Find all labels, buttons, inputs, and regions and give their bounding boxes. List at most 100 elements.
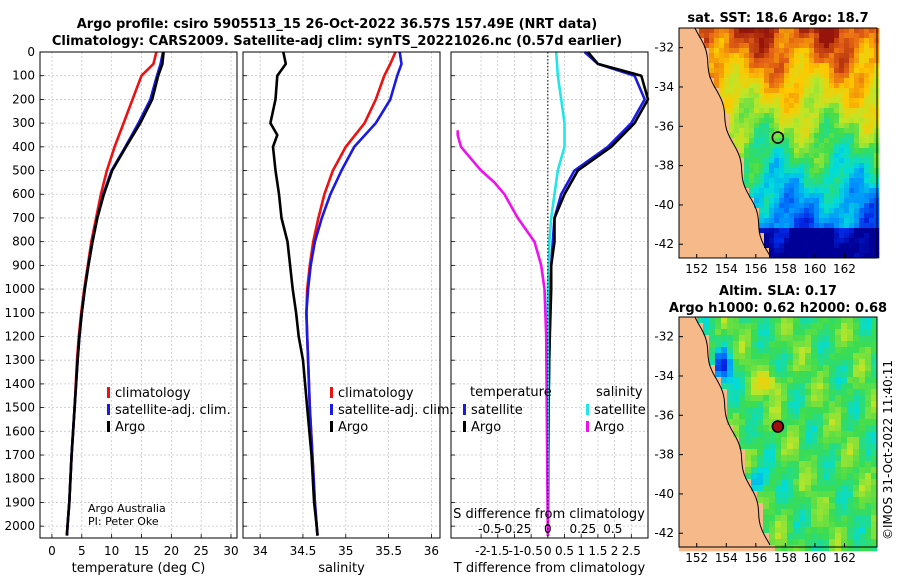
map-cell <box>724 88 730 94</box>
map-cell <box>787 443 794 450</box>
map-cell <box>727 467 734 474</box>
map-cell <box>847 347 854 354</box>
map-cell <box>684 78 690 84</box>
map-cell <box>729 68 735 74</box>
map-cell <box>684 173 690 179</box>
map-cell <box>793 473 800 480</box>
map-cell <box>749 113 755 119</box>
map-cell <box>809 183 815 189</box>
map-cell <box>699 203 705 209</box>
map-cell <box>809 53 815 59</box>
map-cell <box>804 88 810 94</box>
map-cell <box>849 158 855 164</box>
map-cell <box>679 178 685 184</box>
map-cell <box>727 461 734 468</box>
legend-entry: Argo <box>338 420 368 435</box>
map-cell <box>829 233 835 239</box>
map-cell <box>819 188 825 194</box>
map-cell <box>739 158 745 164</box>
map-cell <box>864 143 870 149</box>
map-cell <box>774 113 780 119</box>
map-cell <box>729 103 735 109</box>
map-cell <box>869 158 875 164</box>
map-cell <box>727 335 734 342</box>
map-cell <box>724 63 730 69</box>
map-cell <box>859 243 865 249</box>
map-cell <box>839 158 845 164</box>
map-cell <box>869 68 875 74</box>
map-cell <box>721 377 728 384</box>
map-cell <box>799 178 805 184</box>
map-cell <box>799 198 805 204</box>
map-cell <box>794 113 800 119</box>
map-cell <box>823 383 830 390</box>
map-cell <box>799 123 805 129</box>
map-cell <box>691 353 698 360</box>
map-cell <box>685 341 692 348</box>
map-cell <box>714 113 720 119</box>
map-cell <box>724 138 730 144</box>
map-cell <box>849 223 855 229</box>
map-cell <box>733 389 740 396</box>
map-cell <box>859 413 866 420</box>
map-cell <box>744 73 750 79</box>
map-cell <box>849 108 855 114</box>
map-cell <box>864 88 870 94</box>
map-cell <box>685 431 692 438</box>
map-cell <box>719 123 725 129</box>
map-cell <box>757 539 764 546</box>
map-cell <box>805 473 812 480</box>
map-cell <box>847 377 854 384</box>
map-cell <box>739 419 746 426</box>
map-cell <box>704 63 710 69</box>
map-cell <box>784 48 790 54</box>
map-cell <box>789 148 795 154</box>
map-cell <box>869 248 875 254</box>
map-cell <box>769 173 775 179</box>
map-cell <box>847 407 854 414</box>
map-cell <box>804 153 810 159</box>
map-cell <box>751 461 758 468</box>
map-cell <box>699 128 705 134</box>
map-cell <box>744 178 750 184</box>
legend-entry: climatology <box>115 386 191 401</box>
map-cell <box>704 253 710 259</box>
map-cell <box>754 228 760 234</box>
map-cell <box>847 359 854 366</box>
map-cell <box>841 473 848 480</box>
map-cell <box>819 143 825 149</box>
map-cell <box>835 383 842 390</box>
map-cell <box>727 533 734 540</box>
map-cell <box>691 377 698 384</box>
map-cell <box>684 158 690 164</box>
map-cell <box>804 138 810 144</box>
map-cell <box>691 347 698 354</box>
map-cell <box>719 93 725 99</box>
map-cell <box>834 183 840 189</box>
map-cell <box>794 213 800 219</box>
map-cell <box>823 527 830 534</box>
map-cell <box>811 317 818 324</box>
map-cell <box>744 173 750 179</box>
map-cell <box>703 515 710 522</box>
map-cell <box>789 33 795 39</box>
map-cell <box>839 153 845 159</box>
map-cell <box>814 53 820 59</box>
map-cell <box>724 93 730 99</box>
map-cell <box>754 98 760 104</box>
map-cell <box>679 371 686 378</box>
x-axis-label: T difference from climatology <box>453 561 646 576</box>
map-cell <box>871 425 878 432</box>
map-cell <box>759 73 765 79</box>
map-cell <box>784 68 790 74</box>
map-cell <box>739 335 746 342</box>
map-cell <box>691 401 698 408</box>
map-cell <box>739 138 745 144</box>
map-cell <box>751 341 758 348</box>
map-cell <box>704 148 710 154</box>
map-cell <box>759 148 765 154</box>
map-cell <box>823 455 830 462</box>
map-cell <box>871 485 878 492</box>
map-cell <box>839 208 845 214</box>
